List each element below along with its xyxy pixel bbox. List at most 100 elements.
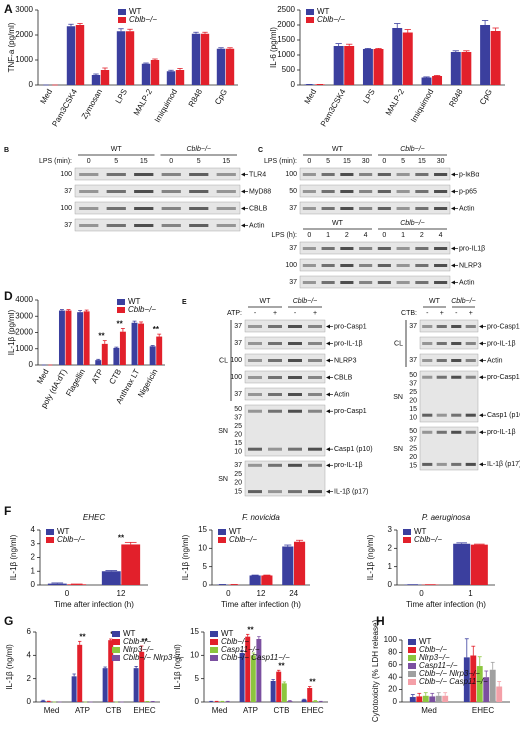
- bar: [392, 28, 403, 85]
- label-arrow: [241, 223, 245, 228]
- legend-swatch: [112, 655, 120, 661]
- bar: [108, 640, 114, 702]
- bar: [270, 681, 276, 702]
- label-arrow: [451, 172, 455, 177]
- blot-band: [340, 207, 354, 210]
- section-label: CL: [394, 340, 403, 347]
- lane-label: 4: [364, 232, 368, 239]
- blot-band: [268, 359, 282, 362]
- bar: [95, 360, 102, 365]
- blot-band: [288, 359, 302, 362]
- blot-strip: [244, 319, 326, 333]
- mw-marker: 15: [409, 463, 417, 470]
- bar: [276, 671, 282, 702]
- blot-band: [308, 342, 322, 345]
- error-bar: [114, 346, 119, 348]
- blot-band: [396, 264, 410, 267]
- bar: [435, 695, 442, 702]
- blot-band: [134, 190, 154, 193]
- significance: **: [98, 332, 105, 341]
- blot-band: [248, 409, 262, 413]
- error-bar: [102, 340, 107, 344]
- blot-band: [268, 325, 282, 328]
- error-bar: [124, 541, 137, 545]
- legend-label: WT: [419, 637, 432, 646]
- treatment-label: ATP:: [227, 310, 242, 317]
- blot-band: [340, 264, 354, 267]
- error-bar: [394, 23, 401, 28]
- blot-band: [106, 207, 126, 210]
- bar: [293, 541, 306, 585]
- error-bar: [152, 58, 158, 60]
- x-tick-label: 12: [257, 589, 266, 598]
- blot-band: [396, 190, 410, 193]
- blot-band: [465, 342, 476, 345]
- blot-band: [451, 462, 462, 466]
- x-tick-label: CpG: [478, 88, 494, 107]
- band-label: Casp1 (p10): [487, 412, 520, 419]
- legend-label: Cblb−/−: [221, 637, 249, 646]
- bar: [131, 322, 138, 365]
- mw-marker: 20: [234, 432, 242, 439]
- blot-band: [422, 462, 433, 466]
- bar: [416, 696, 423, 702]
- blot-band: [359, 281, 373, 284]
- blot-band: [216, 207, 236, 210]
- y-axis-label: IL-1β (ng/ml): [173, 644, 182, 690]
- error-bar: [284, 544, 292, 547]
- bar: [307, 688, 313, 702]
- chart-title: EHEC: [83, 513, 105, 522]
- x-tick-label: ATP: [75, 706, 90, 715]
- y-tick-label: 6: [27, 627, 32, 636]
- bar: [281, 683, 287, 702]
- genotype-label: Cblb−/−: [400, 146, 425, 153]
- mw-marker: 37: [289, 279, 297, 286]
- legend-label: Nlrp3−/−: [419, 653, 450, 662]
- legend-swatch: [210, 639, 218, 645]
- bar: [261, 575, 273, 585]
- blot-strip: [419, 426, 479, 471]
- bar: [453, 543, 471, 585]
- blot-band: [248, 490, 262, 494]
- mw-marker: 100: [285, 171, 297, 178]
- legend-label: WT: [129, 7, 142, 16]
- y-tick-label: 0: [27, 697, 32, 706]
- blot-band: [377, 247, 391, 250]
- label-arrow: [451, 206, 455, 211]
- blot-band: [189, 190, 209, 193]
- genotype-label: Cblb−/−: [186, 146, 211, 153]
- panel-letter: A: [4, 2, 13, 16]
- bar: [245, 636, 251, 702]
- blot-band: [161, 224, 181, 227]
- blot-band: [248, 359, 262, 362]
- y-tick-label: 2000: [15, 328, 33, 337]
- bar: [256, 639, 262, 702]
- legend-swatch: [118, 17, 126, 23]
- error-bar: [430, 692, 435, 697]
- blot-band: [396, 207, 410, 210]
- bar: [66, 26, 76, 85]
- error-bar: [193, 31, 199, 34]
- label-arrow: [479, 341, 483, 346]
- lane-label: 30: [437, 158, 445, 165]
- blot-band: [308, 325, 322, 328]
- blot-band: [415, 207, 429, 210]
- error-bar: [59, 309, 64, 311]
- blot-band: [248, 393, 262, 396]
- blot-strip: [299, 258, 451, 272]
- legend-swatch: [306, 17, 314, 23]
- error-bar: [103, 666, 107, 669]
- band-label: pro-IL-1β: [334, 340, 363, 347]
- blot-band: [465, 413, 476, 417]
- bar: [490, 31, 501, 85]
- x-tick-label: CTB: [106, 706, 122, 715]
- blot-band: [359, 247, 373, 250]
- lane-label: 30: [362, 158, 370, 165]
- x-tick-label: Pam3CSK4: [50, 87, 79, 128]
- blot-band: [465, 375, 476, 379]
- blot-strip: [244, 387, 326, 401]
- panel-letter: H: [376, 614, 385, 628]
- bar: [102, 668, 108, 702]
- lane-label: 5: [326, 158, 330, 165]
- error-bar: [433, 75, 441, 76]
